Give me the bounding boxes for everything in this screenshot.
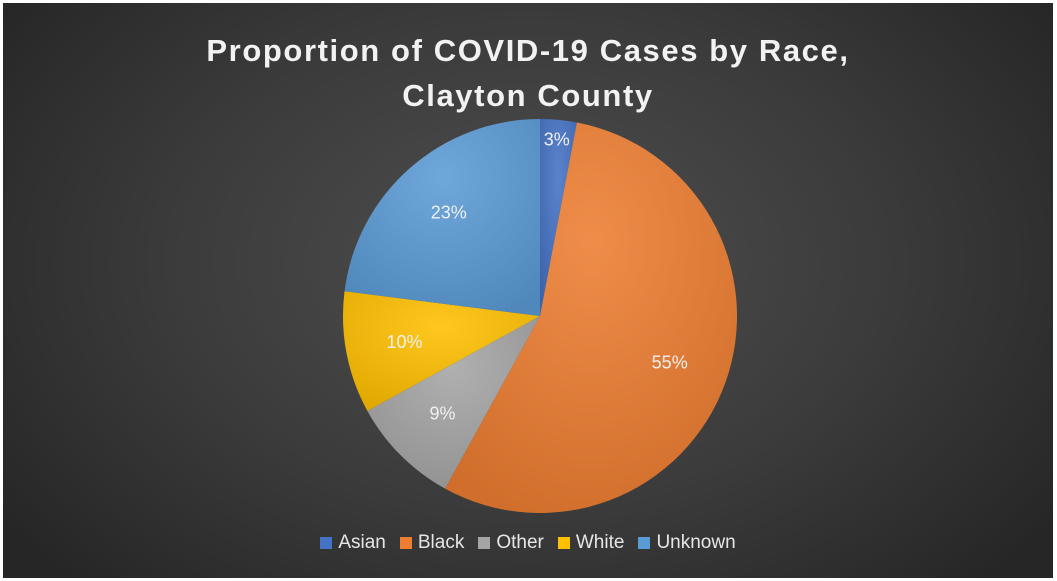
chart-title-line-2: Clayton County (402, 78, 654, 113)
pie-slice-shade-black (445, 122, 738, 514)
data-label-other: 9% (429, 404, 455, 424)
pie-slice-shade-asian (540, 119, 577, 316)
pie-slice-shade-white (342, 291, 540, 411)
legend-swatch-white (557, 537, 570, 549)
chart-legend: Asian Black Other White Unknown (3, 531, 1053, 555)
legend-item-white: White (557, 532, 625, 554)
pie-chart: 3% 55% 9% 10% 23% (342, 119, 738, 514)
legend-item-unknown: Unknown (638, 532, 736, 554)
pie-slice-shade-other (367, 316, 540, 489)
legend-item-other: Other (478, 532, 544, 554)
legend-label-other: Other (496, 532, 544, 553)
data-label-unknown: 23% (431, 203, 467, 223)
legend-label-white: White (575, 532, 625, 553)
legend-swatch-asian (320, 537, 333, 549)
legend-swatch-black (399, 537, 412, 549)
data-label-white: 10% (386, 332, 422, 352)
data-label-asian: 3% (544, 130, 570, 150)
legend-label-unknown: Unknown (656, 532, 736, 553)
data-label-black: 55% (652, 353, 688, 373)
legend-swatch-other (478, 537, 491, 549)
legend-item-black: Black (399, 532, 465, 554)
legend-swatch-unknown (638, 537, 651, 549)
pie-slice-shade-unknown (344, 119, 540, 316)
chart-frame: Proportion of COVID-19 Cases by Race, Cl… (3, 3, 1053, 578)
chart-title-line-1: Proportion of COVID-19 Cases by Race, (206, 33, 850, 68)
legend-label-asian: Asian (338, 532, 386, 553)
legend-label-black: Black (417, 532, 465, 553)
legend-item-asian: Asian (320, 532, 386, 554)
